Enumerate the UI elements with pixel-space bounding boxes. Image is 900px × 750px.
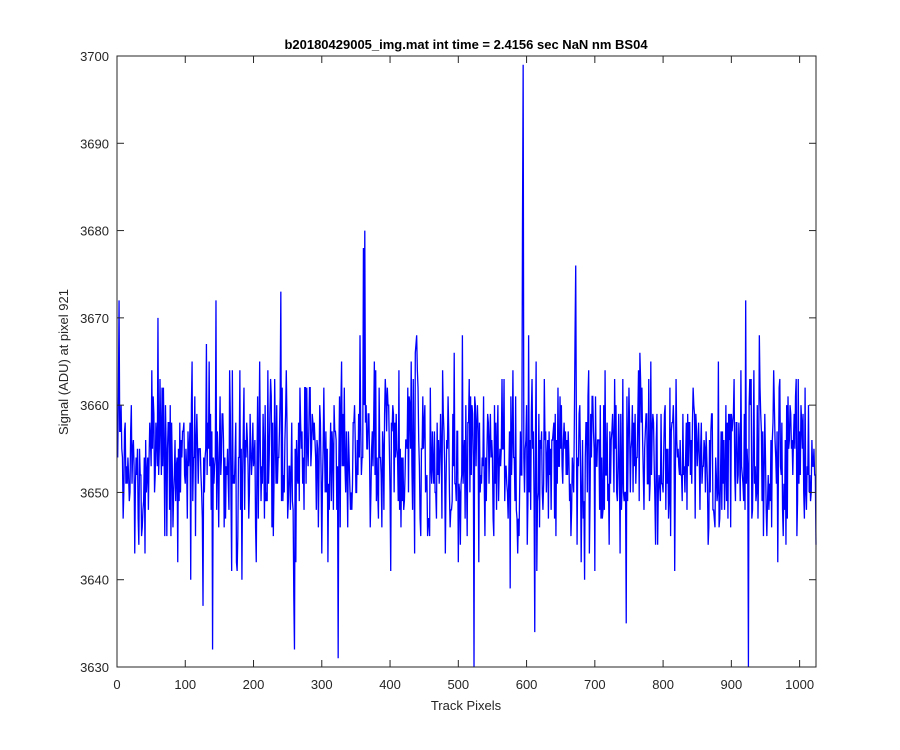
- plot-area: [117, 56, 816, 667]
- y-tick-label: 3630: [80, 660, 109, 675]
- tick-layer: 0 100 200 300 400 500 600 700 800 900 1000 3630 3640…: [80, 49, 816, 692]
- y-tick-label: 3670: [80, 311, 109, 326]
- y-tick-label: 3660: [80, 398, 109, 413]
- y-tick-label: 3650: [80, 485, 109, 500]
- x-tick-label: 500: [447, 677, 469, 692]
- chart-title: b20180429005_img.mat int time = 2.4156 s…: [284, 37, 648, 52]
- y-tick-label: 3640: [80, 573, 109, 588]
- y-axis-label: Signal (ADU) at pixel 921: [56, 289, 71, 435]
- x-tick-label: 0: [113, 677, 120, 692]
- x-tick-label: 600: [516, 677, 538, 692]
- series-line: [117, 64, 817, 668]
- x-tick-label: 300: [311, 677, 333, 692]
- x-tick-label: 200: [243, 677, 265, 692]
- x-tick-label: 400: [379, 677, 401, 692]
- y-tick-label: 3680: [80, 224, 109, 239]
- x-tick-label: 100: [174, 677, 196, 692]
- x-tick-label: 700: [584, 677, 606, 692]
- x-tick-label: 900: [721, 677, 743, 692]
- x-tick-label: 800: [652, 677, 674, 692]
- x-axis-label: Track Pixels: [431, 698, 502, 713]
- x-tick-label: 1000: [785, 677, 814, 692]
- y-tick-label: 3690: [80, 136, 109, 151]
- axes-box: [116, 55, 817, 668]
- y-tick-label: 3700: [80, 49, 109, 64]
- series-layer: [117, 64, 817, 668]
